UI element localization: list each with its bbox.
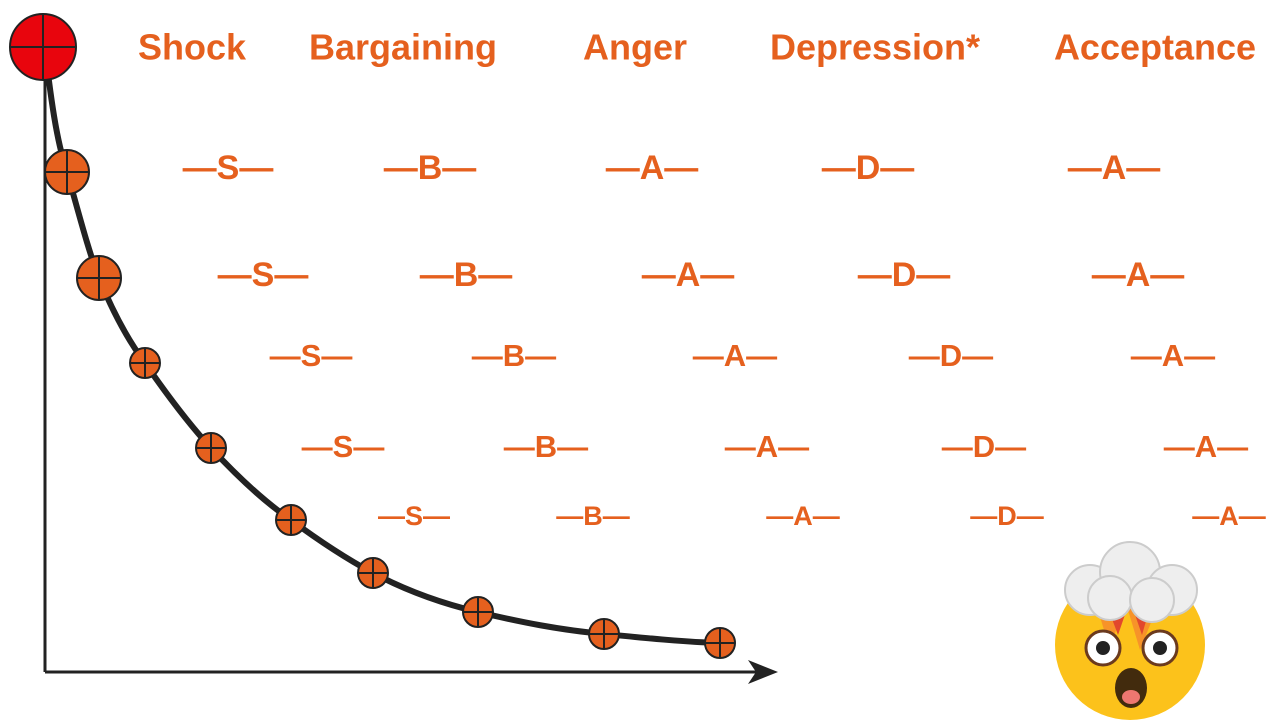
stage-initial: —A— [1164,429,1248,464]
curve-dots [9,13,736,659]
stage-header: Anger [583,27,687,68]
stage-initial: —S— [378,501,450,531]
stage-initial: —D— [909,338,993,373]
stage-initial: —A— [1092,256,1185,294]
stage-initial: —S— [270,338,353,373]
axes [43,50,765,674]
stage-initial: —D— [942,429,1026,464]
decay-curve [42,47,721,646]
stage-initial: —B— [420,256,513,294]
stage-initial: —A— [1192,501,1266,531]
stage-initial: —S— [302,429,385,464]
stage-header: Acceptance [1054,27,1256,68]
stage-initial: —A— [725,429,809,464]
stage-initial: —A— [642,256,735,294]
labels: Shock Bargaining Anger Depression* Acceptanc… [138,27,1266,532]
axis-arrow [748,660,778,684]
stage-initial: —S— [218,256,309,294]
stage-initial: —A— [766,501,840,531]
stage-header: Depression* [770,27,980,68]
stage-initial: —A— [693,338,777,373]
stage-initial: —S— [183,149,274,187]
mind-blown-emoji [1055,541,1205,720]
stage-initial: —B— [504,429,588,464]
stage-header: Shock [138,27,247,68]
stage-initial: —B— [472,338,556,373]
stage-initial: —D— [970,501,1044,531]
stage-initial: —B— [384,149,477,187]
stage-initial: —A— [606,149,699,187]
stage-initial: —D— [858,256,951,294]
stage-initial: —A— [1131,338,1215,373]
stage-header: Bargaining [309,27,497,68]
stage-initial: —B— [556,501,630,531]
stage-initial: —A— [1068,149,1161,187]
stage-initial: —D— [822,149,915,187]
